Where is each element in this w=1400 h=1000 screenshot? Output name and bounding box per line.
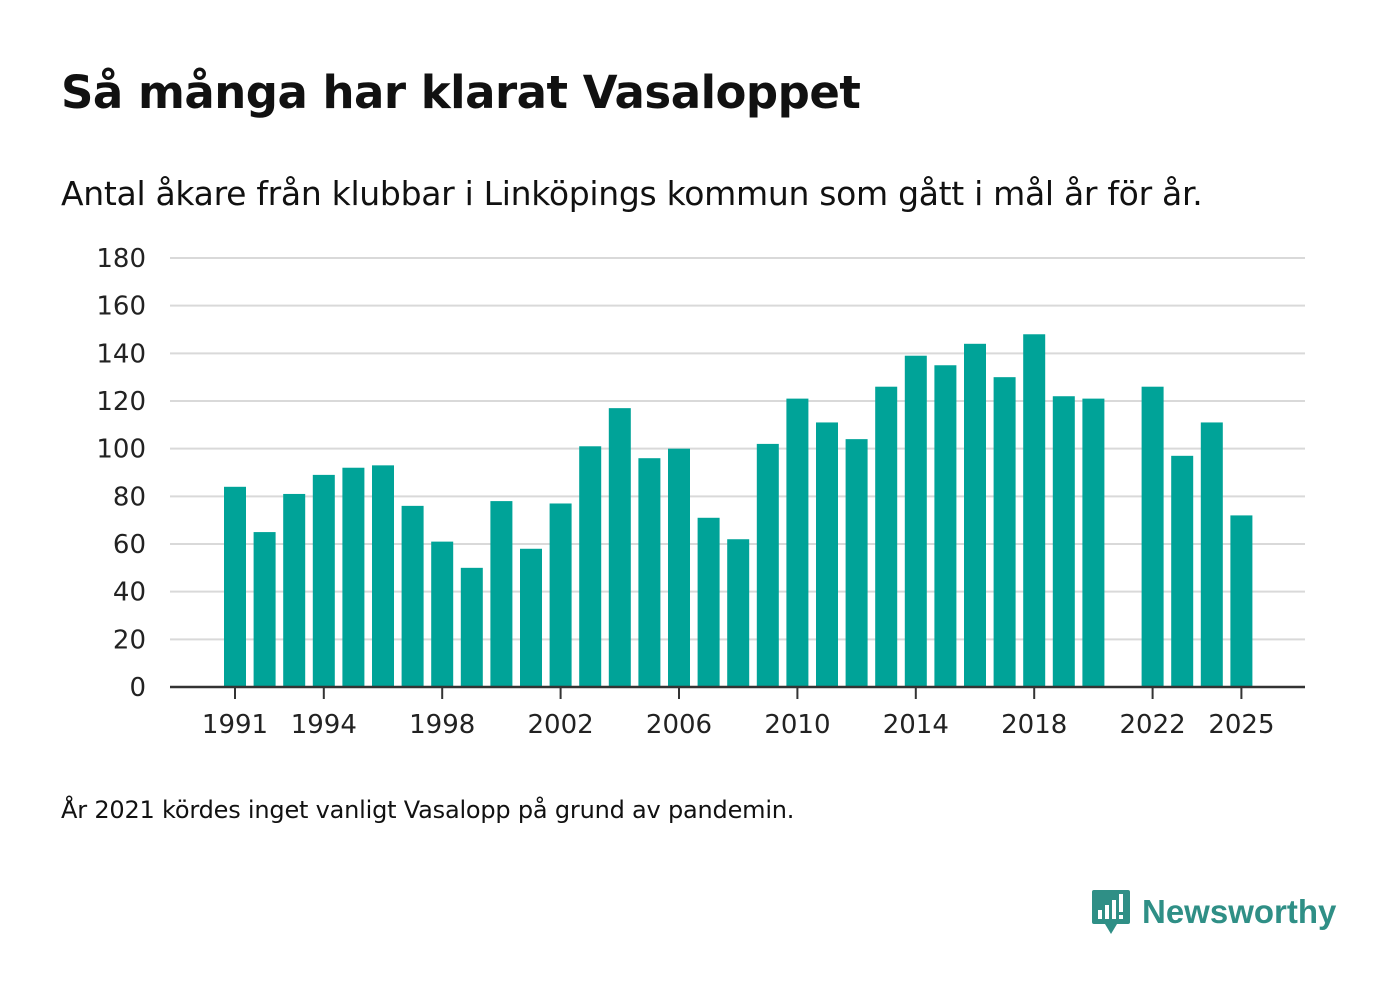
x-tick-label-2018: 2018 (1001, 710, 1067, 740)
bar-2007[interactable] (697, 517, 720, 687)
bar-1996[interactable] (372, 465, 394, 687)
bar-1993[interactable] (283, 493, 306, 687)
newsworthy-logo-text: Newsworthy (1142, 893, 1337, 930)
bar-1999[interactable] (460, 567, 483, 687)
y-tick-label-180: 180 (96, 244, 146, 274)
bar-2001[interactable] (520, 548, 542, 687)
y-tick-label-100: 100 (96, 435, 146, 465)
bar-2000[interactable] (490, 501, 513, 687)
bar-2012[interactable] (845, 439, 868, 687)
bar-2011[interactable] (816, 422, 838, 687)
chart-subtitle: Antal åkare från klubbar i Linköpings ko… (61, 174, 1203, 213)
x-tick-label-1991: 1991 (202, 710, 268, 740)
bar-2008[interactable] (727, 539, 750, 687)
x-tick-label-2006: 2006 (646, 710, 712, 740)
newsworthy-logo-icon (1092, 890, 1130, 934)
y-tick-label-120: 120 (96, 387, 146, 417)
y-tick-label-0: 0 (129, 673, 146, 703)
y-tick-label-60: 60 (113, 530, 146, 560)
bar-2013[interactable] (875, 386, 898, 687)
bars (224, 334, 1253, 687)
newsworthy-logo[interactable]: Newsworthy (1090, 888, 1336, 936)
y-tick-label-40: 40 (113, 578, 146, 608)
bar-2010[interactable] (786, 398, 809, 687)
bar-1998[interactable] (431, 541, 454, 687)
bar-2023[interactable] (1171, 455, 1194, 687)
y-axis-ticks: 0 20 40 60 80 100 120 140 160 180 (96, 244, 146, 703)
bar-1997[interactable] (401, 505, 424, 687)
bar-2022[interactable] (1141, 386, 1164, 687)
bar-2025[interactable] (1230, 515, 1253, 687)
x-tick-label-2010: 2010 (764, 710, 830, 740)
bar-1994[interactable] (312, 474, 335, 687)
bar-1992[interactable] (253, 532, 276, 687)
bar-2014[interactable] (904, 355, 927, 687)
bar-2003[interactable] (579, 446, 602, 687)
bar-2004[interactable] (608, 408, 631, 687)
footnote: År 2021 kördes inget vanligt Vasalopp på… (61, 796, 795, 824)
x-tick-label-1998: 1998 (409, 710, 475, 740)
x-tick-label-2025: 2025 (1208, 710, 1274, 740)
x-tick-label-2022: 2022 (1120, 710, 1186, 740)
bar-2016[interactable] (964, 343, 986, 687)
bar-2019[interactable] (1052, 396, 1075, 687)
bar-2005[interactable] (638, 458, 661, 687)
chart-title: Så många har klarat Vasaloppet (61, 66, 861, 119)
bar-2009[interactable] (756, 443, 779, 687)
bar-2017[interactable] (993, 377, 1016, 687)
bar-2018[interactable] (1023, 334, 1046, 687)
y-tick-label-160: 160 (96, 292, 146, 322)
bar-2024[interactable] (1200, 422, 1223, 687)
y-tick-label-80: 80 (113, 482, 146, 512)
x-axis: 1991 1994 1998 2002 2006 2010 2014 2018 2022 2025 (170, 685, 1305, 740)
bar-2006[interactable] (668, 448, 690, 687)
bar-1991[interactable] (224, 486, 246, 687)
bar-1995[interactable] (342, 467, 365, 687)
x-tick-label-1994: 1994 (291, 710, 357, 740)
y-tick-label-140: 140 (96, 339, 146, 369)
x-tick-label-2002: 2002 (528, 710, 594, 740)
x-tick-label-2014: 2014 (883, 710, 949, 740)
y-tick-label-20: 20 (113, 625, 146, 655)
bar-chart: 0 20 40 60 80 100 120 140 160 180 1991 1994 1998 200… (96, 244, 1305, 740)
bar-2002[interactable] (549, 503, 572, 687)
bar-2020[interactable] (1082, 398, 1105, 687)
bar-2015[interactable] (934, 365, 957, 687)
